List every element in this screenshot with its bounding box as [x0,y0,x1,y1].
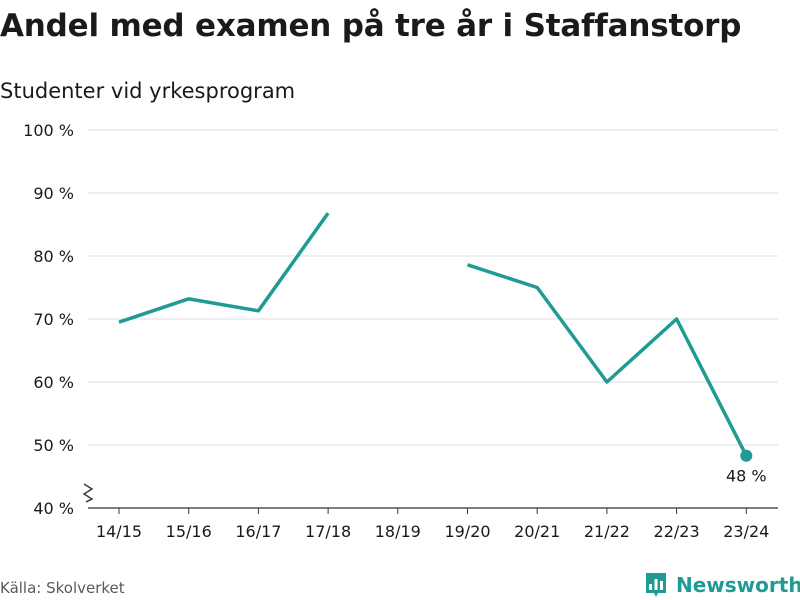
y-tick-label: 80 % [33,247,74,266]
x-tick-label: 17/18 [305,522,351,541]
x-axis-ticks: 14/15 15/16 16/17 17/18 18/19 19/20 20/21 21/22… [96,508,769,541]
x-tick-label: 21/22 [584,522,630,541]
x-tick-label: 23/24 [723,522,769,541]
last-data-point [740,449,753,462]
x-tick-label: 15/16 [166,522,212,541]
newsworthy-logo-icon [646,573,666,597]
data-labels: 48 % [726,467,767,486]
y-axis-ticks: 40 % 50 % 60 % 70 % 80 % 90 % 100 % [23,121,74,518]
source-note: Källa: Skolverket [0,579,125,597]
x-tick-label: 22/23 [654,522,700,541]
series-line-segment [118,212,330,324]
y-tick-label: 50 % [33,436,74,455]
brand-name: Newsworthy [676,573,800,597]
y-tick-label: 70 % [33,310,74,329]
x-tick-label: 19/20 [444,522,490,541]
y-tick-label: 90 % [33,184,74,203]
chart-subtitle: Studenter vid yrkesprogram [0,79,296,103]
axis-break-marker [82,483,94,503]
grid-lines [88,129,778,446]
x-axis [82,483,778,509]
y-tick-label: 60 % [33,373,74,392]
y-tick-label: 100 % [23,121,74,140]
x-tick-label: 16/17 [235,522,281,541]
y-tick-label: 40 % [33,499,74,518]
x-tick-label: 14/15 [96,522,142,541]
brand-logo[interactable]: Newsworthy [644,570,800,600]
series-line-segment [466,263,748,457]
data-series [118,212,753,462]
chart-title: Andel med examen på tre år i Staffanstor… [0,8,742,44]
x-tick-label: 18/19 [375,522,421,541]
x-tick-label: 20/21 [514,522,560,541]
last-value-label: 48 % [726,467,767,486]
